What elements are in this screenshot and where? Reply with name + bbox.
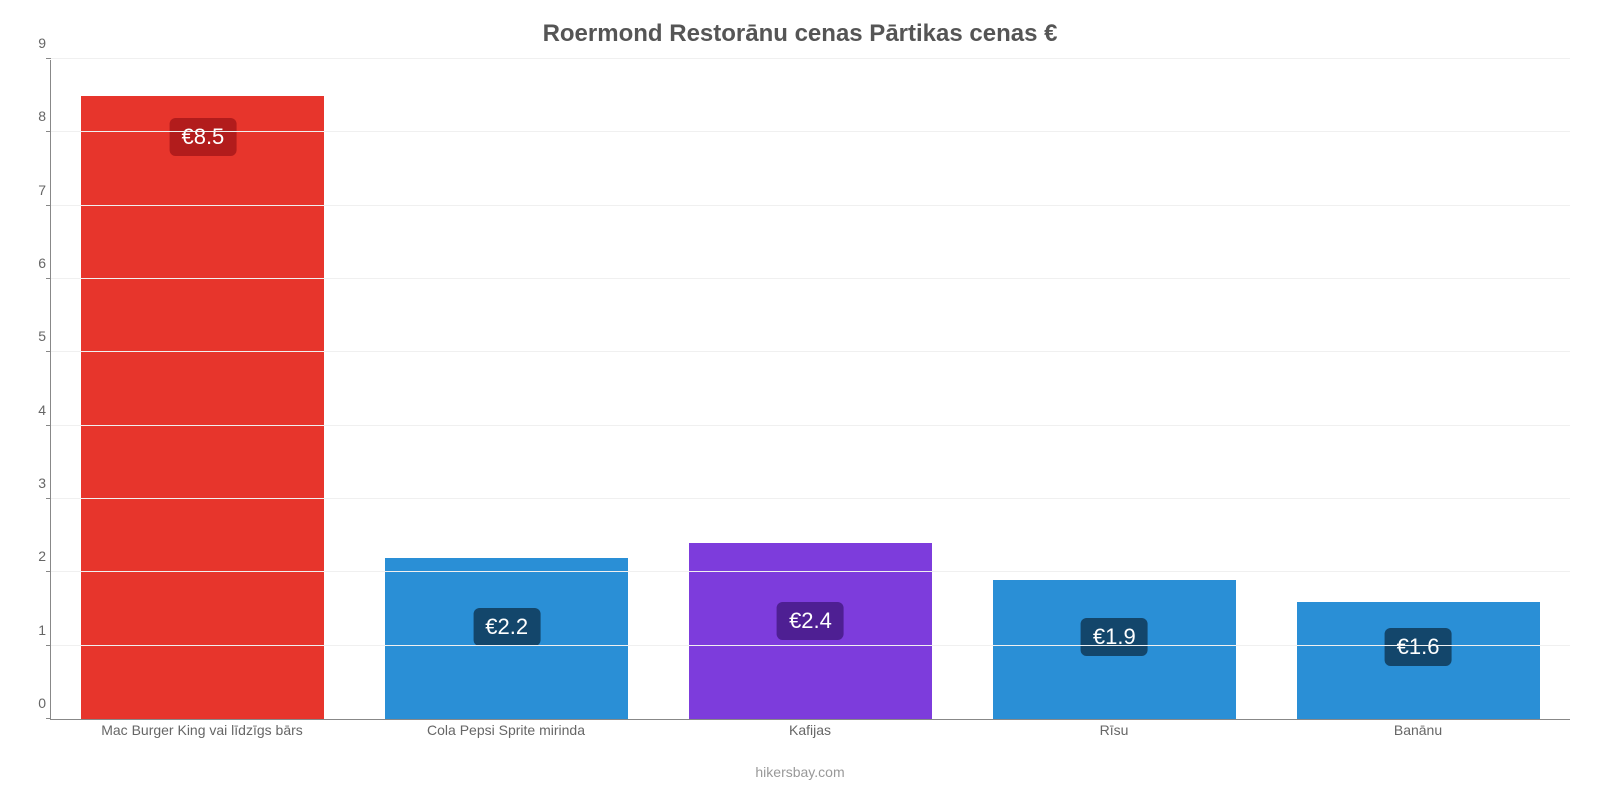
ytick-label: 3 [26, 475, 46, 491]
bar: €2.4 [689, 543, 932, 719]
value-badge: €8.5 [169, 118, 236, 156]
gridline [51, 645, 1570, 646]
gridline [51, 278, 1570, 279]
bar-slot: €2.2 [355, 60, 659, 719]
gridline [51, 351, 1570, 352]
chart-title: Roermond Restorānu cenas Pārtikas cenas … [0, 20, 1600, 48]
gridline [51, 131, 1570, 132]
bar: €1.6 [1297, 602, 1540, 719]
gridline [51, 58, 1570, 59]
x-axis-label: Rīsu [962, 722, 1266, 744]
ytick-label: 2 [26, 548, 46, 564]
bar-slot: €2.4 [659, 60, 963, 719]
ytick-mark [46, 58, 51, 59]
ytick-label: 5 [26, 328, 46, 344]
ytick-mark [46, 205, 51, 206]
gridline [51, 425, 1570, 426]
value-badge: €1.9 [1081, 618, 1148, 656]
ytick-mark [46, 498, 51, 499]
ytick-mark [46, 718, 51, 719]
ytick-mark [46, 278, 51, 279]
value-badge: €1.6 [1385, 628, 1452, 666]
bar: €2.2 [385, 558, 628, 719]
ytick-label: 8 [26, 108, 46, 124]
price-bar-chart: Roermond Restorānu cenas Pārtikas cenas … [0, 0, 1600, 800]
ytick-label: 6 [26, 255, 46, 271]
bar: €1.9 [993, 580, 1236, 719]
ytick-label: 7 [26, 182, 46, 198]
ytick-mark [46, 645, 51, 646]
x-axis-label: Banānu [1266, 722, 1570, 744]
x-axis-label: Cola Pepsi Sprite mirinda [354, 722, 658, 744]
bar-slot: €8.5 [51, 60, 355, 719]
gridline [51, 205, 1570, 206]
bars-row: €8.5 €2.2 €2.4 €1.9 €1.6 [51, 60, 1570, 719]
bar-slot: €1.9 [962, 60, 1266, 719]
bar: €8.5 [81, 96, 324, 719]
ytick-label: 9 [26, 35, 46, 51]
value-badge: €2.2 [473, 608, 540, 646]
gridline [51, 571, 1570, 572]
ytick-label: 1 [26, 622, 46, 638]
ytick-mark [46, 425, 51, 426]
ytick-label: 0 [26, 695, 46, 711]
x-axis-label: Kafijas [658, 722, 962, 744]
x-axis-label: Mac Burger King vai līdzīgs bārs [50, 722, 354, 744]
plot-area: €8.5€2.2€2.4€1.9€1.6 0123456789 [50, 60, 1570, 720]
bar-slot: €1.6 [1266, 60, 1570, 719]
ytick-mark [46, 571, 51, 572]
ytick-mark [46, 131, 51, 132]
x-axis-labels: Mac Burger King vai līdzīgs bārsCola Pep… [50, 722, 1570, 744]
ytick-mark [46, 351, 51, 352]
value-badge: €2.4 [777, 602, 844, 640]
chart-caption: hikersbay.com [0, 764, 1600, 780]
gridline [51, 498, 1570, 499]
ytick-label: 4 [26, 402, 46, 418]
